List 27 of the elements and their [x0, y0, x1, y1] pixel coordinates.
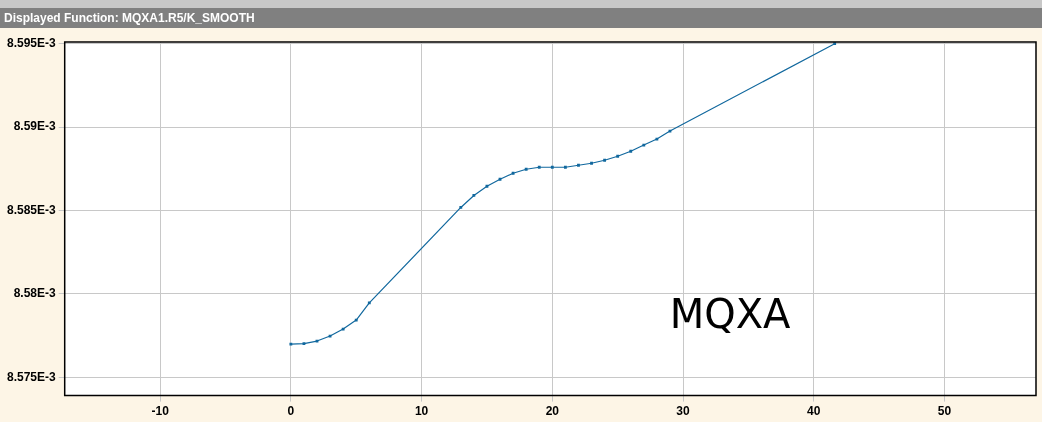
y-tick-label: 8.575E-3 — [7, 369, 57, 384]
x-tick-label: 40 — [807, 404, 821, 419]
x-tick-label: 10 — [414, 404, 429, 419]
x-tick-label: -10 — [151, 404, 170, 419]
point — [616, 154, 620, 158]
x-tick-label: 20 — [545, 404, 560, 419]
point — [511, 171, 515, 175]
y-tick-label: 8.595E-3 — [7, 35, 57, 50]
x-tick-label: 0 — [287, 404, 295, 419]
point — [537, 165, 541, 169]
point — [459, 206, 463, 209]
y-tick-label: 8.59E-3 — [13, 119, 57, 134]
annotation: MQXA — [669, 291, 792, 338]
point — [603, 158, 607, 162]
point — [590, 161, 593, 165]
chart-title: Displayed Function: MQXA1.R5/K_SMOOTH — [0, 8, 1042, 28]
point — [629, 149, 633, 153]
point — [367, 301, 371, 305]
point — [524, 167, 528, 171]
point — [563, 165, 567, 169]
point — [472, 194, 476, 197]
y-tick-label: 8.58E-3 — [13, 286, 57, 301]
y-tick-label: 8.585E-3 — [7, 202, 57, 217]
x-tick-label: 30 — [676, 404, 691, 419]
point — [577, 163, 580, 167]
point — [550, 165, 554, 169]
x-tick-label: 50 — [937, 404, 952, 419]
